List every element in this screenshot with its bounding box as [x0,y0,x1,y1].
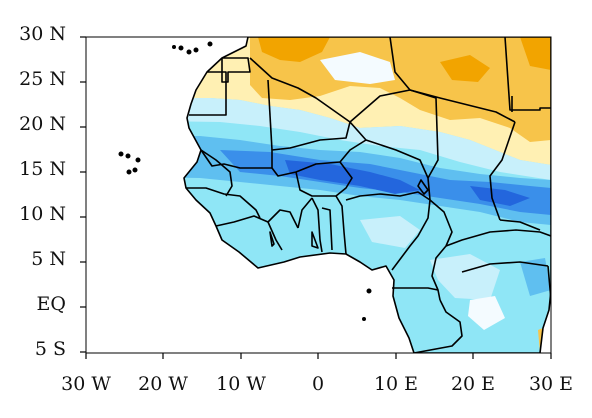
lon-label-20e: 20 E [451,373,495,395]
lon-label-10e: 10 E [374,373,418,395]
tick-marks [80,36,552,359]
contour-deep-blue-east [470,186,530,206]
lon-label-30w: 30 W [61,373,111,395]
contour-near-zero-north [320,52,395,84]
lat-label-30n: 30 N [19,23,66,45]
lon-label-0: 0 [312,373,324,395]
lat-label-10n: 10 N [19,203,66,225]
latitude-labels: 30 N 25 N 20 N 15 N 10 N 5 N EQ 5 S [19,23,66,360]
contour-pale-south [360,216,420,248]
longitude-labels: 30 W 20 W 10 W 0 10 E 20 E 30 E [61,373,573,395]
contour-near-zero-south [468,296,505,330]
lat-label-25n: 25 N [19,68,66,90]
lon-label-20w: 20 W [138,373,188,395]
contour-light-blue-south [520,258,551,296]
contour-pale-cyan [184,98,551,180]
contour-dark-orange-2 [440,55,490,82]
contour-deep-blue [285,160,420,194]
lon-label-10w: 10 W [216,373,266,395]
lat-label-5n: 5 N [31,248,66,270]
islands [118,41,372,321]
lat-label-5s: 5 S [35,338,66,360]
lat-label-eq: EQ [37,293,66,315]
lon-label-30e: 30 E [529,373,573,395]
country-borders [183,37,551,353]
contour-dark-orange-3 [520,37,551,70]
contour-dark-orange [258,37,330,62]
lat-label-15n: 15 N [19,158,66,180]
lat-label-20n: 20 N [19,113,66,135]
